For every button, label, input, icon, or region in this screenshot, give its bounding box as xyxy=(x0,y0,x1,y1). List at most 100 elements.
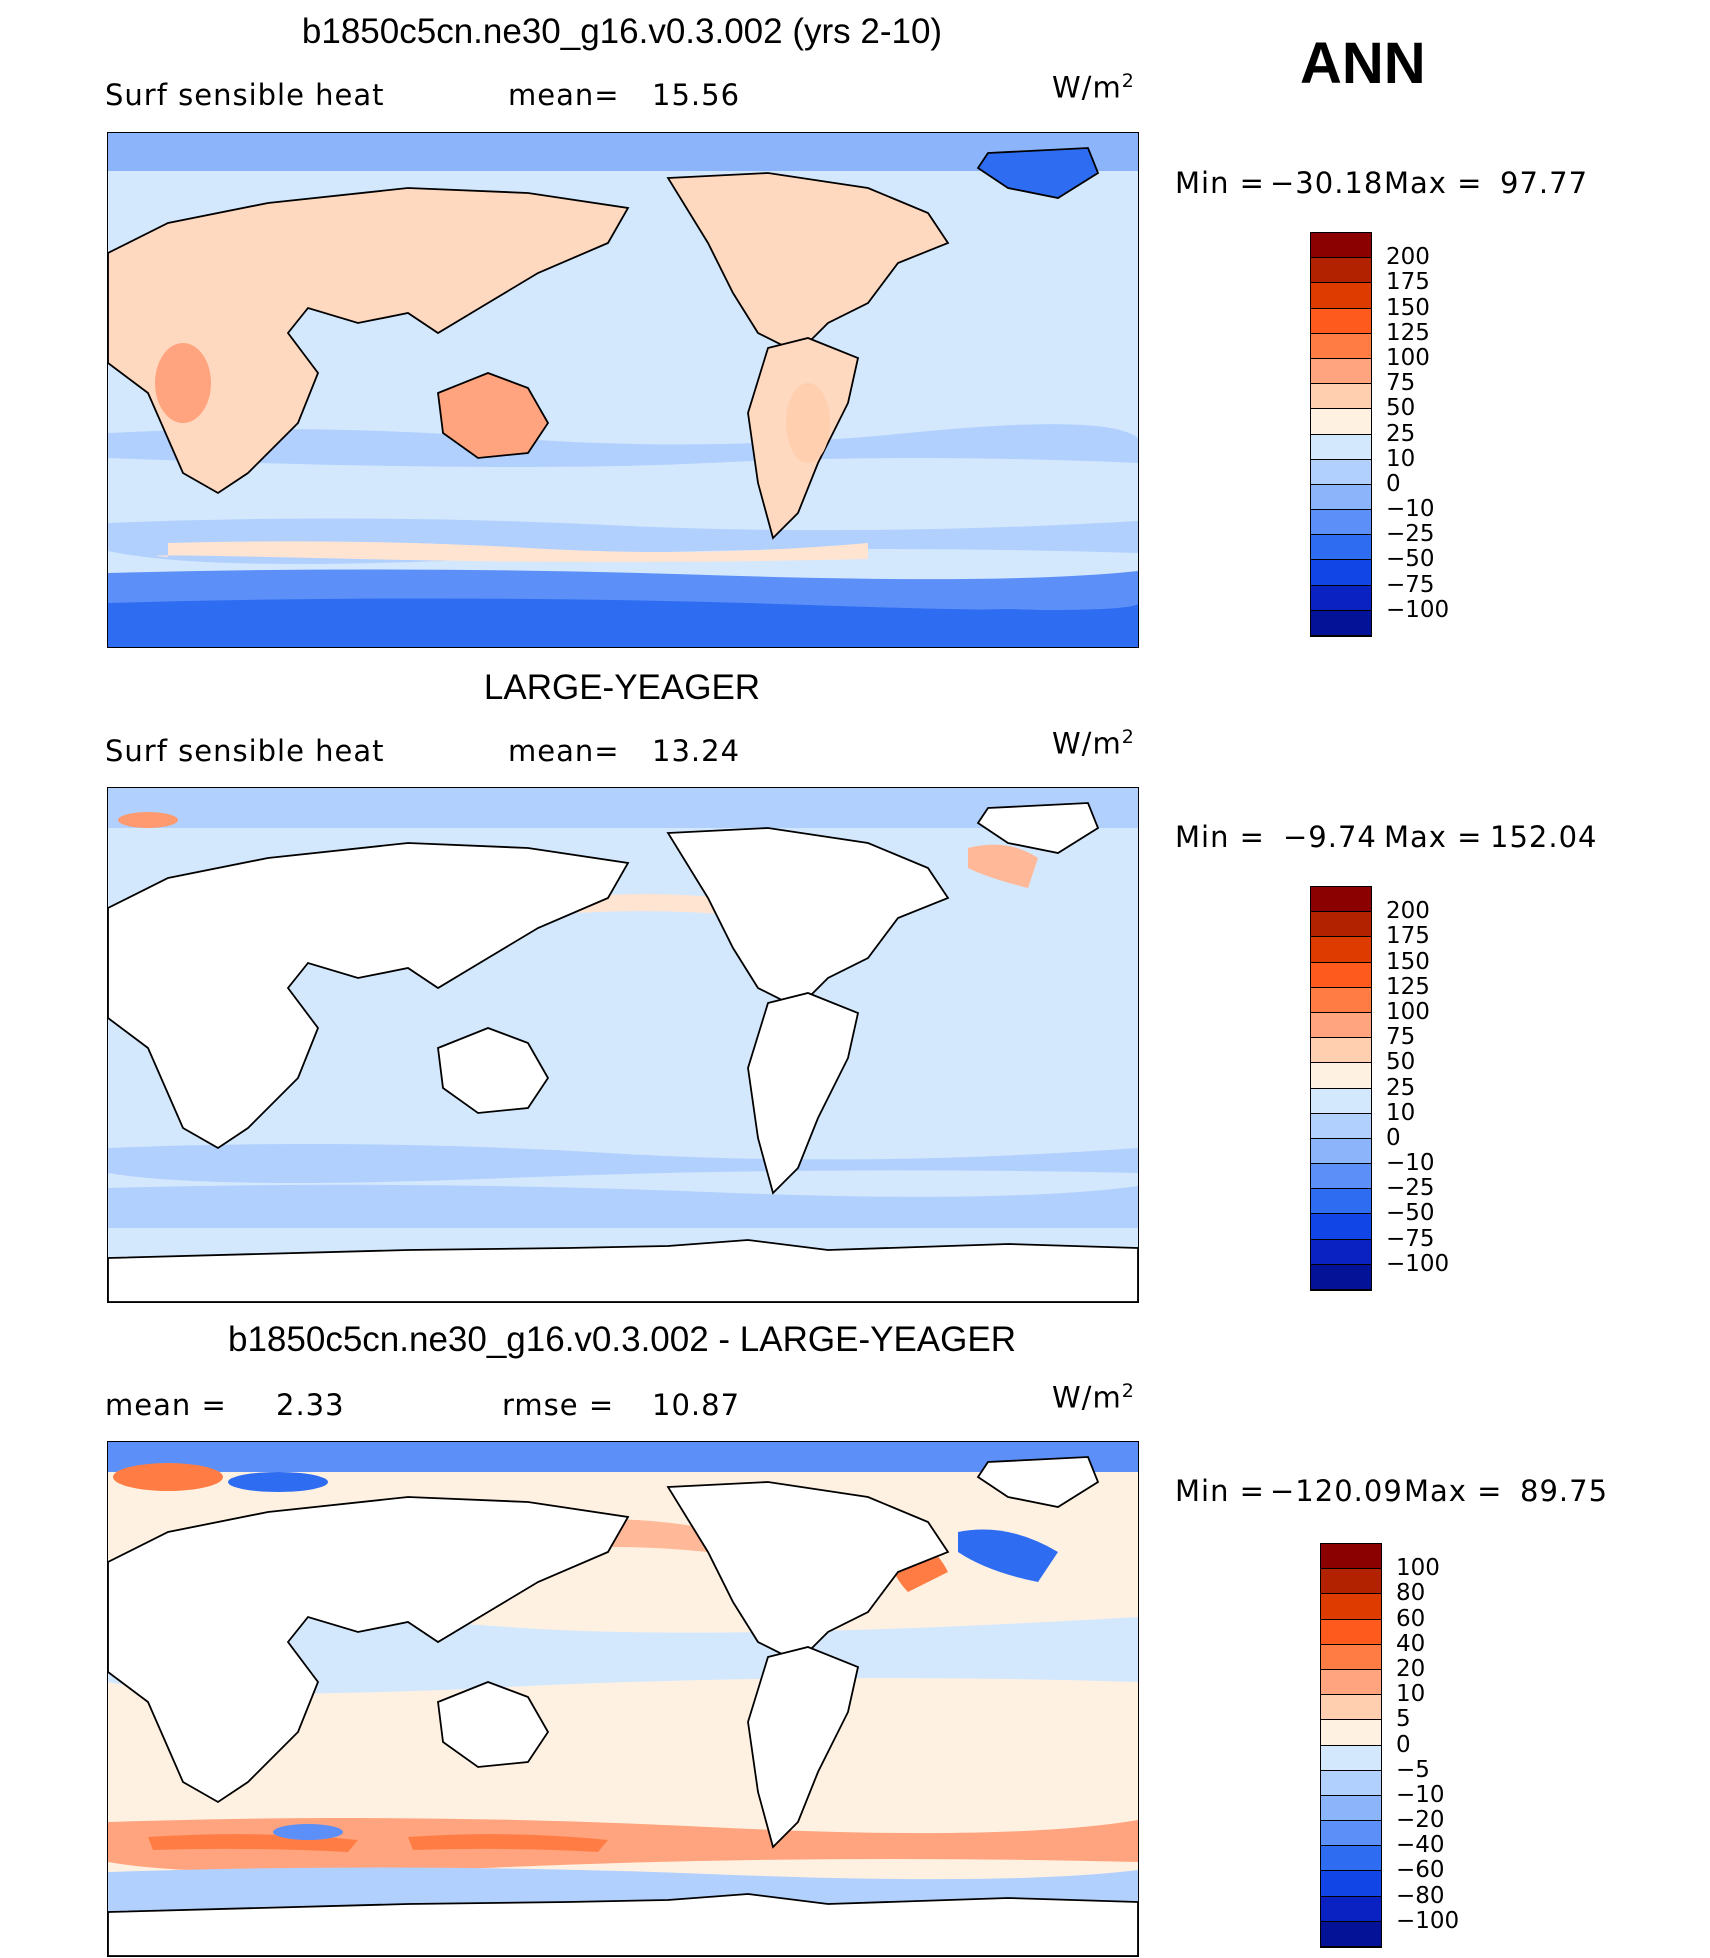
panel2-mean-value: 13.24 xyxy=(652,734,741,768)
colorbar-swatch xyxy=(1311,459,1371,485)
colorbar-swatch xyxy=(1321,1644,1381,1670)
colorbar-swatch xyxy=(1311,535,1371,561)
colorbar-tick-label: 25 xyxy=(1386,420,1416,447)
colorbar-swatch xyxy=(1311,1138,1371,1165)
colorbar-swatch xyxy=(1311,358,1371,385)
colorbar-swatch xyxy=(1311,384,1371,410)
panel2-min-value: −9.74 xyxy=(1283,820,1377,854)
colorbar-swatch xyxy=(1311,585,1371,611)
colorbar-swatch xyxy=(1321,1594,1381,1620)
colorbar-swatch xyxy=(1321,1544,1381,1570)
panel3-min-value: −120.09 xyxy=(1270,1474,1403,1508)
colorbar-swatch xyxy=(1311,1113,1371,1139)
colorbar-swatch xyxy=(1321,1770,1381,1796)
colorbar-swatch xyxy=(1321,1871,1381,1897)
colorbar-tick-label: 150 xyxy=(1386,948,1430,975)
panel2-variable-label: Surf sensible heat xyxy=(105,734,385,768)
panel1-max-label: Max = xyxy=(1384,166,1483,200)
colorbar-swatch xyxy=(1321,1821,1381,1847)
colorbar-tick-label: −10 xyxy=(1386,496,1435,523)
panel1-colorbar xyxy=(1310,232,1372,637)
panel1-mean-label: mean= xyxy=(508,78,620,112)
panel1-min-label: Min = xyxy=(1175,166,1265,200)
colorbar-swatch xyxy=(1311,510,1371,536)
colorbar-tick-label: −20 xyxy=(1396,1807,1445,1834)
colorbar-tick-label: −60 xyxy=(1396,1857,1445,1884)
colorbar-swatch xyxy=(1311,434,1371,460)
colorbar-swatch xyxy=(1321,1896,1381,1922)
colorbar-tick-label: 60 xyxy=(1396,1605,1426,1632)
panel2-max-value: 152.04 xyxy=(1490,820,1598,854)
colorbar-tick-label: 10 xyxy=(1386,445,1416,472)
panel1-title: b1850c5cn.ne30_g16.v0.3.002 (yrs 2-10) xyxy=(301,12,943,51)
colorbar-tick-label: 20 xyxy=(1396,1655,1426,1682)
colorbar-swatch xyxy=(1311,283,1371,309)
panel2-min-label: Min = xyxy=(1175,820,1265,854)
colorbar-swatch xyxy=(1311,1012,1371,1039)
panel3-min-label: Min = xyxy=(1175,1474,1265,1508)
colorbar-tick-label: 25 xyxy=(1386,1074,1416,1101)
panel1-variable-label: Surf sensible heat xyxy=(105,78,385,112)
colorbar-swatch xyxy=(1321,1619,1381,1645)
colorbar-swatch xyxy=(1311,1088,1371,1114)
panel2-colorbar xyxy=(1310,886,1372,1291)
colorbar-swatch xyxy=(1311,1164,1371,1190)
colorbar-swatch xyxy=(1321,1669,1381,1696)
colorbar-tick-label: 10 xyxy=(1396,1681,1426,1708)
colorbar-swatch xyxy=(1311,484,1371,511)
panel2-title: LARGE-YEAGER xyxy=(483,668,761,707)
colorbar-tick-label: −100 xyxy=(1386,1250,1450,1277)
colorbar-swatch xyxy=(1311,1214,1371,1240)
colorbar-tick-label: 125 xyxy=(1386,973,1430,1000)
colorbar-tick-label: −10 xyxy=(1396,1781,1445,1808)
colorbar-tick-label: 80 xyxy=(1396,1580,1426,1607)
colorbar-tick-label: −100 xyxy=(1386,596,1450,623)
colorbar-swatch xyxy=(1311,560,1371,586)
colorbar-swatch xyxy=(1311,1189,1371,1215)
panel3-rmse-value: 10.87 xyxy=(652,1388,741,1422)
colorbar-tick-label: −100 xyxy=(1396,1907,1460,1934)
colorbar-swatch xyxy=(1311,258,1371,284)
colorbar-tick-label: 50 xyxy=(1386,1049,1416,1076)
colorbar-swatch xyxy=(1311,1239,1371,1265)
colorbar-tick-label: −50 xyxy=(1386,546,1435,573)
colorbar-swatch xyxy=(1311,1063,1371,1089)
colorbar-tick-label: 100 xyxy=(1386,998,1430,1025)
colorbar-swatch xyxy=(1321,1846,1381,1872)
season-label: ANN xyxy=(1300,31,1426,96)
panel3-title: b1850c5cn.ne30_g16.v0.3.002 - LARGE-YEAG… xyxy=(228,1320,1016,1359)
colorbar-tick-label: −75 xyxy=(1386,571,1435,598)
panel1-units: W/m2 xyxy=(1052,70,1135,105)
colorbar-swatch xyxy=(1311,409,1371,435)
colorbar-swatch xyxy=(1311,962,1371,988)
panel3-units: W/m2 xyxy=(1052,1380,1135,1415)
colorbar-tick-label: 75 xyxy=(1386,370,1416,397)
colorbar-tick-label: 0 xyxy=(1396,1731,1411,1758)
colorbar-tick-label: −10 xyxy=(1386,1150,1435,1177)
colorbar-tick-label: 40 xyxy=(1396,1630,1426,1657)
colorbar-tick-label: 75 xyxy=(1386,1024,1416,1051)
colorbar-tick-label: 5 xyxy=(1396,1706,1411,1733)
colorbar-tick-label: −25 xyxy=(1386,1175,1435,1202)
colorbar-tick-label: 175 xyxy=(1386,923,1430,950)
panel2-map xyxy=(107,787,1139,1303)
colorbar-swatch xyxy=(1311,333,1371,359)
colorbar-tick-label: 50 xyxy=(1386,395,1416,422)
colorbar-swatch xyxy=(1311,233,1371,259)
colorbar-swatch xyxy=(1311,887,1371,913)
panel3-max-value: 89.75 xyxy=(1520,1474,1609,1508)
panel2-max-label: Max = xyxy=(1384,820,1483,854)
colorbar-tick-label: 125 xyxy=(1386,319,1430,346)
colorbar-tick-label: 100 xyxy=(1386,344,1430,371)
colorbar-swatch xyxy=(1321,1720,1381,1746)
colorbar-tick-label: 100 xyxy=(1396,1555,1440,1582)
colorbar-tick-label: 175 xyxy=(1386,269,1430,296)
colorbar-tick-label: −25 xyxy=(1386,521,1435,548)
colorbar-tick-label: 0 xyxy=(1386,470,1401,497)
colorbar-tick-label: 200 xyxy=(1386,898,1430,925)
panel2-mean-label: mean= xyxy=(508,734,620,768)
colorbar-swatch xyxy=(1321,1795,1381,1822)
colorbar-tick-label: −50 xyxy=(1386,1200,1435,1227)
colorbar-tick-label: 200 xyxy=(1386,244,1430,271)
colorbar-tick-label: 150 xyxy=(1386,294,1430,321)
